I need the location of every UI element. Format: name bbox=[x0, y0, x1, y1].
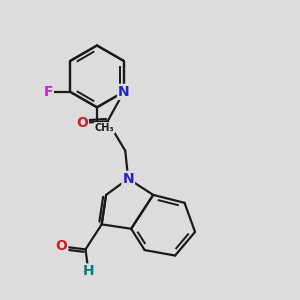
Text: N: N bbox=[118, 85, 130, 99]
Text: CH₃: CH₃ bbox=[94, 123, 114, 133]
Text: H: H bbox=[82, 265, 94, 278]
Text: F: F bbox=[44, 85, 53, 99]
Text: O: O bbox=[56, 239, 67, 254]
Text: N: N bbox=[122, 172, 134, 186]
Text: O: O bbox=[76, 116, 88, 130]
